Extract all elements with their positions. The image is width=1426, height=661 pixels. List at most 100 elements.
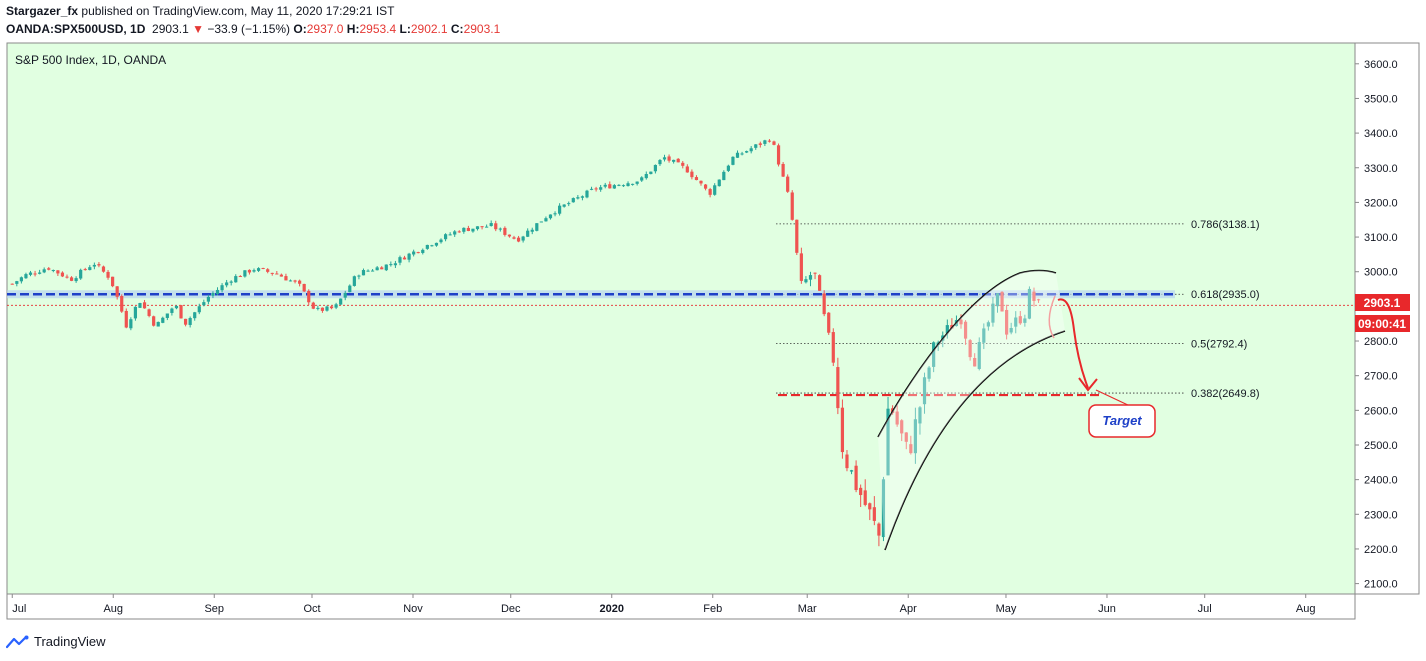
- candle-body: [644, 173, 648, 179]
- symbol-label[interactable]: OANDA:SPX500USD, 1D: [6, 22, 146, 36]
- candle-body: [316, 307, 320, 309]
- candle-body: [161, 317, 165, 323]
- candle-body: [986, 322, 990, 327]
- candle-body: [831, 332, 835, 363]
- candle-body: [1032, 291, 1036, 301]
- candle-body: [922, 377, 927, 405]
- y-tick-label: 3500.0: [1364, 93, 1398, 105]
- y-tick-label: 3400.0: [1364, 128, 1398, 140]
- y-tick-label: 2100.0: [1364, 579, 1398, 591]
- candle-body: [548, 214, 553, 219]
- candle-body: [352, 276, 356, 286]
- candle-body: [918, 407, 922, 424]
- candle-body: [808, 275, 813, 280]
- candle-body: [881, 479, 886, 538]
- candle-body: [790, 192, 794, 220]
- candle-body: [65, 276, 69, 278]
- candle-body: [585, 190, 589, 198]
- target-callout[interactable]: [1088, 404, 1156, 438]
- candle-body: [580, 196, 585, 198]
- candle-body: [101, 266, 106, 272]
- candle-body: [991, 303, 995, 323]
- candle-body: [279, 274, 283, 277]
- candle-body: [895, 411, 899, 425]
- candle-body: [599, 187, 603, 190]
- candle-body: [767, 140, 772, 142]
- candle-body: [694, 177, 699, 181]
- candle-body: [133, 306, 138, 319]
- candle-body: [489, 223, 493, 226]
- candle-body: [676, 158, 680, 163]
- x-tick-label: Oct: [303, 603, 320, 615]
- candle-body: [932, 342, 936, 367]
- down-arrow-icon: ▼: [192, 22, 204, 36]
- candle-body: [818, 275, 822, 291]
- candle-body: [453, 231, 457, 235]
- candle-body: [288, 280, 293, 282]
- candle-body: [973, 357, 977, 367]
- candle-body: [662, 157, 667, 160]
- candle-body: [1009, 327, 1013, 333]
- candle-body: [959, 319, 963, 325]
- candle-body: [1027, 288, 1032, 319]
- plot-area[interactable]: [6, 42, 1356, 595]
- candle-body: [763, 140, 767, 144]
- candle-body: [97, 264, 101, 266]
- candle-body: [183, 318, 188, 325]
- candle-body: [649, 171, 653, 175]
- upper-arc-line[interactable]: [877, 269, 1057, 438]
- open-value: 2937.0: [306, 22, 344, 36]
- candle-body: [776, 145, 781, 165]
- candle-body: [393, 263, 398, 266]
- candle-body: [142, 302, 147, 309]
- candle-body: [416, 252, 420, 254]
- tradingview-logo[interactable]: TradingView: [6, 634, 106, 649]
- candle-body: [124, 310, 128, 328]
- candle-body: [443, 234, 448, 240]
- candle-body: [845, 454, 849, 469]
- candle-body: [457, 231, 461, 233]
- candle-body: [708, 189, 712, 195]
- lower-arc-line[interactable]: [884, 330, 1066, 551]
- candle-body: [15, 281, 19, 284]
- candle-body: [1005, 309, 1009, 335]
- candle-body: [69, 277, 74, 281]
- candle-body: [270, 272, 274, 274]
- candle-body: [617, 184, 621, 186]
- y-tick-label: 2500.0: [1364, 440, 1398, 452]
- high-value: 2953.4: [359, 22, 397, 36]
- candle-body: [795, 219, 799, 253]
- candle-body: [635, 181, 639, 184]
- candle-body: [745, 151, 749, 153]
- candle-body: [681, 162, 685, 166]
- candle-body: [685, 166, 689, 173]
- candle-body: [19, 277, 23, 282]
- publish-info: Stargazer_fx published on TradingView.co…: [6, 4, 394, 18]
- x-tick-label: Dec: [501, 603, 521, 615]
- candle-body: [571, 198, 575, 203]
- candle-body: [576, 197, 580, 199]
- arc-channel-fill: [878, 270, 1065, 550]
- candle-body: [589, 188, 594, 190]
- projection-arrow[interactable]: [1057, 298, 1089, 389]
- candle-body: [51, 269, 55, 271]
- time-axis[interactable]: [6, 593, 1356, 620]
- candle-body: [772, 141, 776, 145]
- candle-body: [60, 272, 65, 277]
- author-name[interactable]: Stargazer_fx: [6, 4, 79, 18]
- candle-body: [56, 270, 60, 274]
- candle-body: [977, 342, 981, 369]
- candle-body: [480, 226, 484, 228]
- candle-body: [1000, 291, 1004, 312]
- candle-body: [466, 227, 470, 231]
- candle-body: [594, 188, 598, 190]
- y-tick-label: 3600.0: [1364, 59, 1398, 71]
- low-label: L:: [399, 22, 411, 36]
- candle-body: [863, 490, 867, 505]
- low-value: 2902.1: [410, 22, 448, 36]
- fib-level-label: 0.618(2935.0): [1191, 289, 1260, 301]
- candle-body: [334, 304, 338, 308]
- candle-body: [840, 407, 845, 453]
- candle-body: [188, 318, 192, 325]
